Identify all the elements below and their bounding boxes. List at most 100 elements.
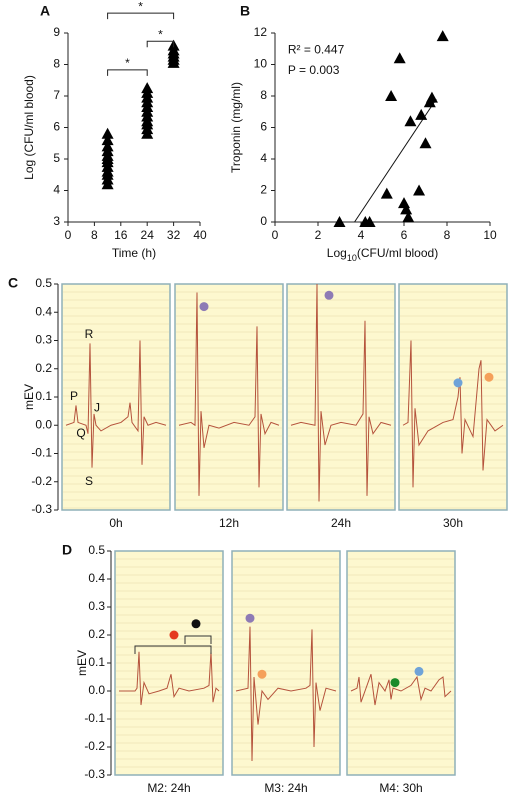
panel-label: C — [8, 275, 18, 291]
marker-dot — [199, 302, 209, 312]
data-point — [413, 184, 426, 196]
ecg-panel — [61, 283, 171, 511]
significance-star: * — [138, 0, 143, 13]
y-tick-label: -0.3 — [84, 767, 105, 781]
data-point — [101, 134, 114, 146]
marker-dot — [324, 290, 334, 300]
y-tick-label: 3 — [53, 214, 60, 228]
y-tick-label: -0.2 — [84, 739, 105, 753]
x-tick-label: 4 — [358, 228, 365, 242]
data-point — [425, 91, 438, 103]
marker-dot — [191, 619, 201, 629]
y-tick-label: -0.1 — [84, 711, 105, 725]
ecg-trace — [350, 674, 452, 706]
data-point — [398, 197, 410, 209]
y-tick-label: -0.3 — [31, 502, 52, 516]
x-axis-label: Time (h) — [112, 246, 156, 260]
data-point — [333, 216, 346, 227]
y-tick-label: 0.5 — [35, 276, 52, 290]
y-tick-label: 0.2 — [88, 627, 105, 641]
y-tick-label: -0.2 — [31, 474, 52, 488]
significance-bracket — [146, 40, 175, 48]
y-tick-label: 0.1 — [35, 389, 52, 403]
data-point — [419, 137, 432, 149]
panel-time-label: M4: 30h — [379, 781, 422, 795]
wave-label: P — [70, 389, 78, 403]
marker-dot — [414, 666, 424, 676]
data-point — [415, 108, 428, 120]
ecg-trace — [235, 626, 337, 762]
panel-time-label: 0h — [109, 516, 122, 530]
marker-dot — [257, 669, 267, 679]
wave-label: Q — [76, 426, 85, 440]
y-tick-label: 0 — [260, 214, 267, 228]
panel-time-label: M2: 24h — [147, 781, 190, 795]
ecg-panel — [398, 283, 508, 511]
x-axis-label-part: (CFU/ml blood) — [357, 246, 438, 260]
x-tick-label: 2 — [315, 228, 322, 242]
x-tick-label: 10 — [483, 228, 497, 242]
significance-star: * — [158, 27, 163, 41]
wave-label: R — [85, 327, 94, 341]
y-tick-label: 0.4 — [35, 304, 52, 318]
y-tick-label: 0.3 — [35, 333, 52, 347]
x-tick-label: 32 — [167, 228, 181, 242]
data-point — [402, 211, 415, 223]
y-tick-label: 9 — [53, 25, 60, 39]
annotation: P = 0.003 — [288, 63, 340, 77]
data-point — [380, 187, 393, 199]
x-axis-label: Log10(CFU/ml blood) — [327, 246, 438, 263]
marker-dot — [453, 378, 463, 388]
interval-bracket — [184, 635, 212, 644]
y-tick-label: 0.0 — [35, 417, 52, 431]
marker-dot — [390, 678, 400, 688]
data-point — [404, 115, 417, 127]
y-axis-label: Log (CFU/ml blood) — [22, 75, 36, 180]
x-axis-label-part: Log — [327, 246, 347, 260]
data-point — [101, 127, 114, 139]
data-point — [400, 203, 413, 215]
y-tick-label: 4 — [260, 151, 267, 165]
y-tick-label: 6 — [53, 120, 60, 134]
y-tick-label: 7 — [53, 88, 60, 102]
data-point — [363, 216, 376, 227]
wave-label: J — [94, 400, 100, 414]
y-tick-label: 8 — [53, 57, 60, 71]
data-point — [393, 52, 406, 64]
y-tick-label: -0.1 — [31, 446, 52, 460]
y-tick-label: 0.4 — [88, 571, 105, 585]
interval-bracket — [134, 645, 212, 654]
x-axis-label-part: 10 — [347, 253, 357, 263]
ecg-trace — [65, 340, 167, 468]
y-tick-label: 4 — [53, 183, 60, 197]
y-tick-label: 0.2 — [35, 361, 52, 375]
ecg-panel — [174, 283, 284, 511]
panel-label: A — [40, 3, 50, 19]
y-tick-label: 10 — [254, 57, 268, 71]
y-axis-label: mEV — [22, 384, 36, 410]
panel-time-label: 24h — [331, 516, 351, 530]
ecg-panel — [286, 283, 396, 511]
y-tick-label: 6 — [260, 120, 267, 134]
x-tick-label: 8 — [444, 228, 451, 242]
data-point — [101, 140, 114, 152]
panel-time-label: M3: 24h — [264, 781, 307, 795]
significance-bracket — [107, 69, 148, 76]
y-tick-label: 0.1 — [88, 655, 105, 669]
data-point — [436, 30, 449, 42]
y-tick-label: 0.5 — [88, 543, 105, 557]
ecg-trace — [290, 283, 392, 502]
x-tick-label: 8 — [91, 228, 98, 242]
y-tick-label: 0.3 — [88, 599, 105, 613]
y-axis-label: mEV — [75, 650, 89, 676]
panel-label: B — [240, 3, 250, 19]
data-point — [141, 82, 154, 94]
annotation: R² = 0.447 — [288, 42, 345, 56]
y-tick-label: 5 — [53, 151, 60, 165]
significance-star: * — [125, 56, 130, 70]
x-tick-label: 0 — [272, 228, 279, 242]
wave-label: S — [85, 474, 93, 488]
significance-bracket — [107, 12, 175, 20]
